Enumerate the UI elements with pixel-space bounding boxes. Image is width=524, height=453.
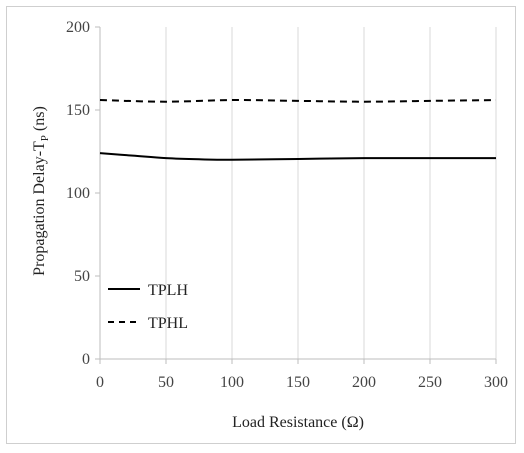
y-axis-title-unit: (ns) [31,106,48,135]
legend-label-tplh: TPLH [148,282,188,299]
y-axis-title-main: Propagation Delay-T [31,141,48,276]
x-axis-title: Load Resistance (Ω) [232,414,364,431]
x-tick-label-100: 100 [220,374,244,391]
series-line-tphl [99,99,497,103]
legend: TPLH TPHL [108,282,188,332]
y-axis-title-subscript: P [39,135,51,141]
x-tick-label-250: 250 [418,374,442,391]
y-tick-label-0: 0 [82,351,90,368]
x-tick-label-50: 50 [158,374,174,391]
chart-frame [6,6,516,444]
y-tick-label-200: 200 [66,19,90,36]
y-tick-labels: 0 50 100 150 200 [66,19,100,368]
y-tick-label-100: 100 [66,185,90,202]
series-lines [99,99,497,161]
x-tick-label-200: 200 [352,374,376,391]
x-tick-labels: 0 50 100 150 200 250 300 [96,359,508,391]
series-line-tplh [99,152,496,161]
grid-lines [165,27,497,359]
y-tick-label-50: 50 [74,268,90,285]
x-tick-label-300: 300 [484,374,508,391]
y-axis-title: Propagation Delay-TP (ns) [31,106,51,276]
y-tick-label-150: 150 [66,102,90,119]
x-tick-label-0: 0 [96,374,104,391]
legend-label-tphl: TPHL [148,315,188,332]
x-tick-label-150: 150 [286,374,310,391]
